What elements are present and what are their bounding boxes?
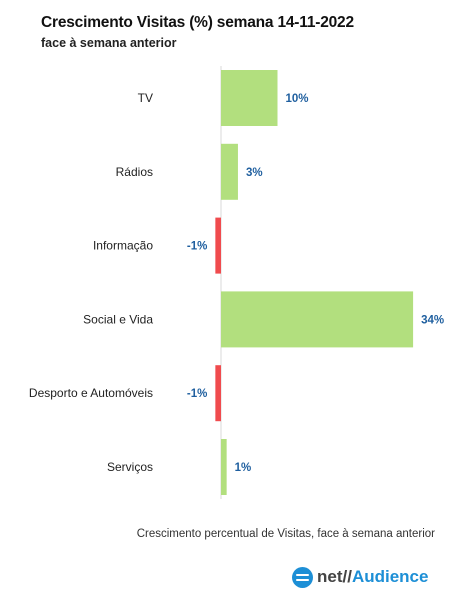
bar-2 (215, 217, 221, 274)
chart-subtitle: face à semana anterior (41, 36, 177, 50)
category-label-4: Desporto e Automóveis (29, 386, 153, 400)
value-label-3: 34% (421, 314, 444, 326)
value-label-2: -1% (187, 241, 207, 253)
logo-audience-text: Audience (351, 567, 429, 586)
value-label-1: 3% (246, 167, 263, 179)
value-label-4: -1% (187, 388, 207, 400)
category-label-5: Serviços (107, 460, 153, 474)
netaudience-logo: net// Audience (292, 566, 428, 588)
bar-3 (221, 291, 414, 348)
chart-footnote: Crescimento percentual de Visitas, face … (136, 528, 435, 540)
netaudience-logo-icon (292, 566, 313, 588)
category-label-1: Rádios (116, 165, 153, 179)
bar-chart: TV 10% Rádios 3% Informação -1% Social e Vida 3… (29, 66, 444, 499)
category-label-0: TV (138, 91, 153, 105)
category-label-3: Social e Vida (83, 312, 153, 326)
bar-5 (221, 439, 227, 495)
logo-net-text: net// (317, 567, 352, 586)
bar-4 (215, 365, 221, 422)
value-label-5: 1% (235, 462, 252, 474)
bar-0 (221, 70, 278, 126)
chart-title: Crescimento Visitas (%) semana 14-11-202… (41, 14, 354, 31)
bar-1 (221, 143, 238, 200)
value-label-0: 10% (286, 93, 309, 105)
category-label-2: Informação (93, 239, 153, 253)
